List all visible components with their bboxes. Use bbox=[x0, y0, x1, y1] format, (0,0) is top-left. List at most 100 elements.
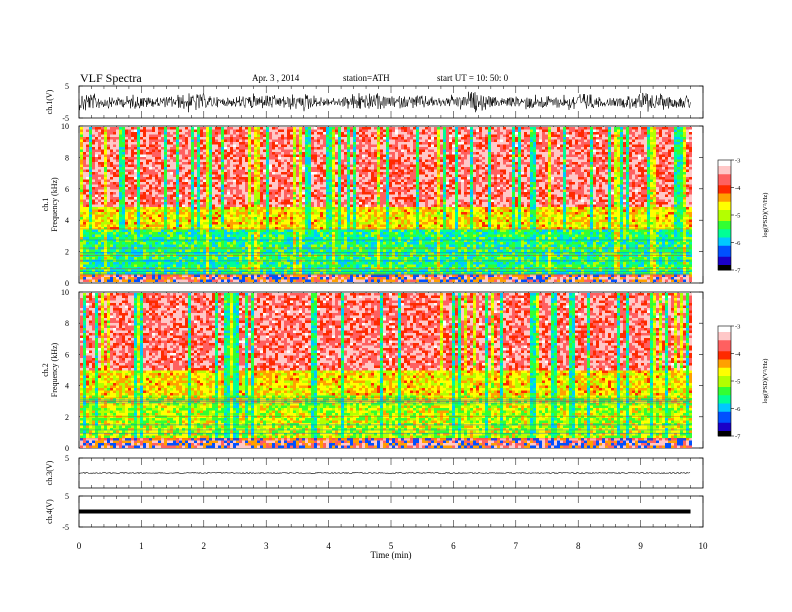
spectrogram-cell bbox=[275, 274, 278, 277]
spectrogram-cell bbox=[191, 167, 194, 170]
spectrogram-cell bbox=[263, 212, 266, 215]
spectrogram-cell bbox=[272, 272, 275, 275]
spectrogram-cell bbox=[239, 197, 242, 200]
spectrogram-cell bbox=[113, 174, 116, 177]
spectrogram-cell bbox=[134, 214, 137, 217]
spectrogram-cell bbox=[128, 222, 131, 225]
spectrogram-cell bbox=[290, 249, 293, 252]
spectrogram-cell bbox=[95, 142, 98, 145]
spectrogram-cell bbox=[188, 217, 191, 220]
spectrogram-cell bbox=[212, 237, 215, 240]
spectrogram-cell bbox=[245, 184, 248, 187]
spectrogram-cell bbox=[131, 182, 134, 185]
spectrogram-cell bbox=[200, 182, 203, 185]
spectrogram-cell bbox=[224, 249, 227, 252]
spectrogram-cell bbox=[113, 164, 116, 167]
spectrogram-cell bbox=[158, 279, 161, 282]
spectrogram-cell bbox=[272, 229, 275, 232]
spectrogram-cell bbox=[176, 244, 179, 247]
spectrogram-cell bbox=[119, 227, 122, 230]
spectrogram-cell bbox=[101, 194, 104, 197]
spectrogram-cell bbox=[200, 234, 203, 237]
spectrogram-cell bbox=[260, 202, 263, 205]
spectrogram-cell bbox=[131, 144, 134, 147]
spectrogram-cell bbox=[278, 217, 281, 220]
spectrogram-cell bbox=[290, 269, 293, 272]
spectrogram-cell bbox=[242, 154, 245, 157]
spectrogram-cell bbox=[143, 267, 146, 270]
spectrogram-cell bbox=[122, 182, 125, 185]
spectrogram-cell bbox=[98, 237, 101, 240]
spectrogram-cell bbox=[260, 169, 263, 172]
spectrogram-cell bbox=[203, 264, 206, 267]
spectrogram-cell bbox=[83, 164, 86, 167]
spectrogram-cell bbox=[242, 187, 245, 190]
spectrogram-cell bbox=[242, 214, 245, 217]
spectrogram-cell bbox=[155, 199, 158, 202]
spectrogram-cell bbox=[137, 264, 140, 267]
spectrogram-cell bbox=[284, 127, 287, 130]
spectrogram-cell bbox=[221, 132, 224, 135]
spectrogram-cell bbox=[149, 242, 152, 245]
spectrogram-cell bbox=[287, 179, 290, 182]
spectrogram-cell bbox=[89, 232, 92, 235]
spectrogram-cell bbox=[197, 222, 200, 225]
spectrogram-cell bbox=[107, 209, 110, 212]
spectrogram-cell bbox=[281, 249, 284, 252]
spectrogram-cell bbox=[89, 229, 92, 232]
spectrogram-cell bbox=[221, 249, 224, 252]
spectrogram-cell bbox=[203, 242, 206, 245]
spectrogram-cell bbox=[197, 262, 200, 265]
spectrogram-cell bbox=[230, 194, 233, 197]
spectrogram-cell bbox=[128, 242, 131, 245]
spectrogram-cell bbox=[122, 172, 125, 175]
spectrogram-cell bbox=[89, 139, 92, 142]
spectrogram-cell bbox=[275, 162, 278, 165]
spectrogram-cell bbox=[170, 234, 173, 237]
spectrogram-cell bbox=[149, 244, 152, 247]
spectrogram-cell bbox=[161, 279, 164, 282]
spectrogram-cell bbox=[110, 169, 113, 172]
spectrogram-cell bbox=[209, 224, 212, 227]
spectrogram-cell bbox=[167, 229, 170, 232]
spectrogram-cell bbox=[170, 267, 173, 270]
spectrogram-cell bbox=[134, 197, 137, 200]
spectrogram-cell bbox=[188, 212, 191, 215]
spectrogram-cell bbox=[278, 169, 281, 172]
spectrogram-cell bbox=[200, 199, 203, 202]
spectrogram-cell bbox=[158, 227, 161, 230]
spectrogram-cell bbox=[254, 174, 257, 177]
spectrogram-cell bbox=[137, 204, 140, 207]
spectrogram-cell bbox=[125, 242, 128, 245]
spectrogram-cell bbox=[203, 202, 206, 205]
spectrogram-cell bbox=[167, 227, 170, 230]
spectrogram-cell bbox=[209, 187, 212, 190]
spectrogram-cell bbox=[176, 187, 179, 190]
spectrogram-cell bbox=[176, 267, 179, 270]
spectrogram-cell bbox=[95, 234, 98, 237]
spectrogram-cell bbox=[197, 232, 200, 235]
spectrogram-cell bbox=[125, 199, 128, 202]
spectrogram-cell bbox=[161, 164, 164, 167]
spectrogram-cell bbox=[86, 164, 89, 167]
spectrogram-cell bbox=[188, 177, 191, 180]
spectrogram-cell bbox=[191, 252, 194, 255]
spectrogram-cell bbox=[149, 142, 152, 145]
spectrogram-cell bbox=[182, 267, 185, 270]
spectrogram-cell bbox=[284, 244, 287, 247]
spectrogram-cell bbox=[266, 162, 269, 165]
spectrogram-cell bbox=[281, 272, 284, 275]
spectrogram-cell bbox=[212, 152, 215, 155]
spectrogram-cell bbox=[179, 194, 182, 197]
spectrogram-cell bbox=[185, 182, 188, 185]
spectrogram-cell bbox=[260, 214, 263, 217]
spectrogram-cell bbox=[98, 159, 101, 162]
spectrogram-cell bbox=[125, 252, 128, 255]
spectrogram-cell bbox=[284, 224, 287, 227]
spectrogram-cell bbox=[257, 147, 260, 150]
spectrogram-cell bbox=[164, 229, 167, 232]
spectrogram-cell bbox=[215, 257, 218, 260]
spectrogram-cell bbox=[152, 262, 155, 265]
spectrogram-cell bbox=[146, 277, 149, 280]
spectrogram-cell bbox=[218, 214, 221, 217]
